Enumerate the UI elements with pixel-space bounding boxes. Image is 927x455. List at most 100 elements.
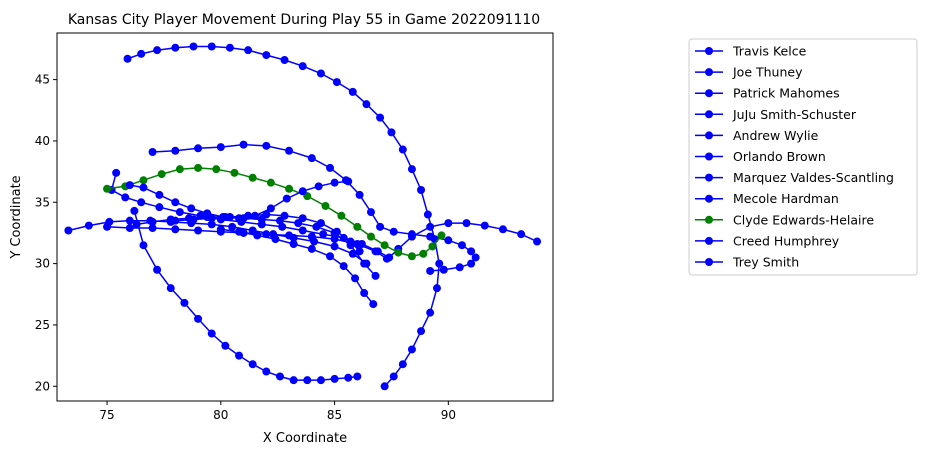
data-point (262, 51, 271, 60)
plot-frame (56, 32, 554, 402)
legend-label: Clyde Edwards-Helaire (733, 212, 874, 227)
data-point (278, 222, 287, 231)
data-point (235, 227, 244, 236)
series-6 (148, 140, 480, 275)
data-point (244, 46, 253, 55)
data-point (207, 42, 216, 51)
data-point (344, 373, 353, 382)
legend-label: Joe Thuney (732, 65, 803, 80)
data-point (330, 178, 339, 187)
data-point (346, 237, 355, 246)
data-point (148, 147, 157, 156)
data-point (221, 341, 230, 350)
data-point (112, 168, 121, 177)
data-point (248, 173, 257, 182)
data-point (146, 216, 155, 225)
data-point (321, 201, 330, 210)
data-point (389, 227, 398, 236)
legend-item: Andrew Wylie (695, 128, 819, 143)
y-tick-label: 35 (35, 195, 50, 209)
data-point (480, 221, 489, 230)
data-point (307, 154, 316, 163)
legend-marker (705, 131, 713, 140)
x-tick-label: 75 (99, 408, 114, 422)
data-point (332, 227, 341, 236)
data-point (455, 263, 464, 272)
data-point (326, 252, 335, 261)
data-point (355, 247, 364, 256)
data-point (298, 226, 307, 235)
data-point (316, 69, 325, 78)
series-4 (216, 225, 378, 309)
series-0 (123, 42, 444, 391)
data-point (439, 265, 448, 274)
data-point (426, 232, 435, 241)
data-point (105, 217, 114, 226)
data-point (348, 249, 357, 258)
data-point (103, 184, 112, 193)
data-point (373, 247, 382, 256)
legend-marker (705, 152, 713, 161)
data-point (262, 210, 271, 219)
data-point (432, 284, 441, 293)
data-point (330, 374, 339, 383)
legend-marker (705, 173, 713, 182)
data-point (316, 376, 325, 385)
data-point (194, 226, 203, 235)
data-point (362, 259, 371, 268)
data-point (175, 208, 184, 217)
chart-title: Kansas City Player Movement During Play … (68, 12, 540, 28)
data-point (371, 271, 380, 280)
data-point (437, 231, 446, 240)
data-point (280, 55, 289, 64)
data-point (166, 284, 175, 293)
data-point (426, 308, 435, 317)
data-point (303, 376, 312, 385)
series-10 (125, 177, 353, 223)
data-point (125, 224, 134, 233)
data-point (280, 211, 289, 220)
legend-marker (705, 215, 713, 224)
data-point (289, 233, 298, 242)
x-axis-label: X Coordinate (263, 431, 347, 446)
data-point (130, 206, 139, 215)
data-point (366, 208, 375, 217)
x-tick-label: 85 (327, 408, 342, 422)
data-point (355, 190, 364, 199)
legend-label: JuJu Smith-Schuster (732, 107, 857, 122)
data-point (310, 237, 319, 246)
data-point (380, 241, 389, 250)
data-point (289, 376, 298, 385)
legend-item: Marquez Valdes-Scantling (695, 170, 894, 185)
data-point (139, 183, 148, 192)
y-axis: 20 25 30 35 40 45 (35, 73, 57, 393)
data-point (275, 372, 284, 381)
data-point (339, 262, 348, 271)
data-point (125, 216, 134, 225)
data-point (171, 198, 180, 207)
data-point (426, 266, 435, 275)
series-3 (130, 206, 362, 385)
legend-label: Mecole Hardman (733, 191, 839, 206)
series-layer (64, 42, 542, 391)
legend-item: Mecole Hardman (695, 191, 839, 206)
data-point (194, 314, 203, 323)
data-point (137, 49, 146, 58)
legend-label: Creed Humphrey (733, 233, 840, 248)
data-point (444, 236, 453, 245)
data-point (171, 225, 180, 234)
data-point (398, 360, 407, 369)
series-5 (64, 216, 371, 268)
data-point (285, 184, 294, 193)
data-point (298, 187, 307, 196)
data-point (171, 146, 180, 155)
data-point (357, 239, 366, 248)
legend-item: Creed Humphrey (695, 233, 840, 248)
data-point (148, 224, 157, 233)
data-point (330, 242, 339, 251)
legend-label: Andrew Wylie (733, 128, 819, 143)
data-point (121, 193, 130, 202)
data-point (64, 226, 73, 235)
data-point (189, 42, 198, 51)
legend-box (688, 38, 918, 276)
